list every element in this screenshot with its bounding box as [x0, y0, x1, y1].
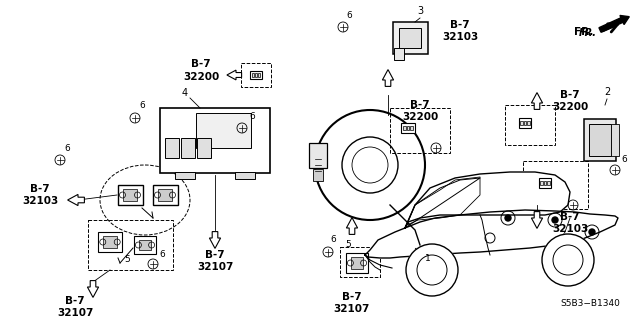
Bar: [309, 143, 327, 167]
Polygon shape: [346, 218, 358, 234]
Text: B-7: B-7: [342, 292, 362, 302]
Text: B-7: B-7: [65, 296, 85, 306]
Text: 6: 6: [139, 101, 145, 110]
Text: 1: 1: [425, 254, 431, 263]
Text: 32107: 32107: [334, 304, 370, 314]
Bar: [346, 253, 368, 273]
Text: 32103: 32103: [552, 224, 588, 234]
Bar: [98, 232, 122, 252]
Bar: [522, 161, 588, 209]
Bar: [175, 172, 195, 179]
Bar: [392, 22, 428, 54]
Bar: [547, 181, 550, 185]
Bar: [139, 240, 151, 250]
Text: 32200: 32200: [183, 72, 219, 82]
FancyArrow shape: [599, 15, 629, 32]
Text: 3: 3: [417, 6, 423, 16]
Text: 32107: 32107: [197, 262, 233, 272]
Bar: [258, 73, 260, 77]
Text: 6: 6: [346, 11, 352, 20]
Bar: [197, 138, 211, 158]
Bar: [410, 126, 413, 130]
Text: 32107: 32107: [57, 308, 93, 318]
Text: 6: 6: [621, 155, 627, 164]
Text: B-7: B-7: [191, 59, 211, 69]
Text: 6: 6: [249, 112, 255, 121]
Text: FR.: FR.: [579, 28, 597, 38]
Bar: [589, 124, 611, 156]
Text: 2: 2: [604, 87, 610, 97]
Text: 32200: 32200: [552, 102, 588, 112]
Bar: [539, 178, 552, 188]
Text: B-7: B-7: [450, 20, 470, 30]
Bar: [518, 118, 531, 128]
Bar: [611, 124, 619, 156]
Bar: [540, 181, 543, 185]
Text: 5: 5: [345, 240, 351, 249]
Bar: [584, 119, 616, 161]
Bar: [181, 138, 195, 158]
Text: 32103: 32103: [22, 196, 58, 206]
Bar: [123, 189, 137, 201]
Polygon shape: [383, 70, 394, 86]
Circle shape: [589, 229, 595, 235]
Polygon shape: [68, 194, 84, 206]
Bar: [505, 105, 555, 145]
Bar: [165, 138, 179, 158]
Text: 32103: 32103: [442, 32, 478, 42]
Text: B-7: B-7: [30, 184, 50, 194]
Bar: [399, 28, 421, 48]
Bar: [340, 247, 380, 277]
Bar: [252, 73, 254, 77]
Bar: [313, 169, 323, 181]
Text: 5: 5: [124, 255, 130, 264]
Bar: [527, 121, 530, 125]
Circle shape: [505, 215, 511, 221]
Text: 4: 4: [182, 88, 188, 98]
Bar: [520, 121, 523, 125]
Bar: [390, 108, 450, 152]
Bar: [104, 236, 116, 248]
Text: 32200: 32200: [402, 112, 438, 122]
Text: B-7: B-7: [560, 212, 580, 222]
Bar: [524, 121, 526, 125]
Polygon shape: [531, 93, 543, 109]
Polygon shape: [209, 232, 221, 249]
Polygon shape: [531, 211, 543, 228]
Bar: [160, 108, 270, 173]
Bar: [88, 220, 173, 270]
Circle shape: [406, 244, 458, 296]
Bar: [235, 172, 255, 179]
Bar: [241, 63, 271, 87]
Circle shape: [552, 217, 558, 223]
Text: FR.: FR.: [573, 27, 593, 37]
Text: S5B3−B1340: S5B3−B1340: [560, 299, 620, 308]
Bar: [118, 185, 143, 205]
Circle shape: [542, 234, 594, 286]
Bar: [351, 257, 363, 269]
Bar: [415, 248, 435, 262]
Bar: [401, 123, 415, 133]
Bar: [195, 113, 250, 147]
Text: 6: 6: [64, 144, 70, 153]
Bar: [407, 126, 409, 130]
Text: 6: 6: [159, 250, 165, 259]
Bar: [250, 70, 262, 79]
Bar: [403, 126, 406, 130]
Bar: [255, 73, 257, 77]
Bar: [544, 181, 546, 185]
Bar: [158, 189, 172, 201]
Polygon shape: [405, 172, 570, 228]
Bar: [134, 236, 156, 254]
Text: B-7: B-7: [205, 250, 225, 260]
Polygon shape: [365, 210, 618, 258]
Bar: [394, 48, 404, 60]
Text: 6: 6: [330, 235, 336, 244]
Bar: [152, 185, 177, 205]
Text: B-7: B-7: [560, 90, 580, 100]
Polygon shape: [88, 281, 99, 297]
Text: B-7: B-7: [410, 100, 430, 110]
Polygon shape: [227, 70, 242, 80]
